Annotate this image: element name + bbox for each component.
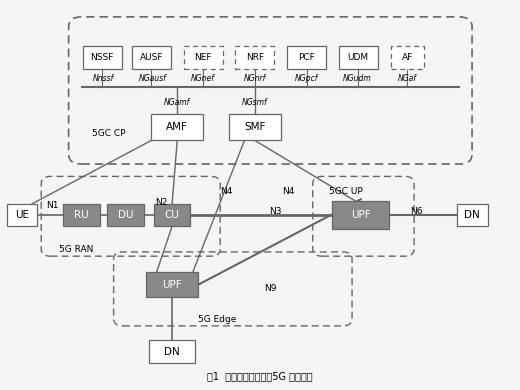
FancyBboxPatch shape [149, 340, 196, 363]
FancyBboxPatch shape [63, 204, 100, 226]
FancyBboxPatch shape [339, 46, 378, 69]
Text: CU: CU [165, 210, 179, 220]
Text: Nnssf: Nnssf [93, 74, 114, 83]
FancyBboxPatch shape [154, 204, 190, 226]
Text: N9: N9 [264, 284, 277, 293]
FancyBboxPatch shape [7, 204, 37, 226]
Text: RU: RU [74, 210, 89, 220]
FancyBboxPatch shape [146, 272, 198, 298]
Text: DN: DN [164, 347, 180, 357]
Text: AMF: AMF [166, 122, 188, 132]
Text: N2: N2 [155, 198, 168, 207]
Text: UDM: UDM [348, 53, 369, 62]
Text: 5G Edge: 5G Edge [198, 315, 236, 324]
FancyBboxPatch shape [83, 46, 122, 69]
FancyBboxPatch shape [108, 204, 144, 226]
FancyBboxPatch shape [391, 46, 424, 69]
FancyBboxPatch shape [229, 114, 281, 140]
Text: PCF: PCF [298, 53, 315, 62]
Text: NGudm: NGudm [343, 74, 372, 83]
Text: N4: N4 [220, 187, 232, 196]
Text: UPF: UPF [351, 210, 371, 220]
Text: NEF: NEF [194, 53, 212, 62]
Text: NGamf: NGamf [164, 98, 190, 107]
Text: UE: UE [15, 210, 29, 220]
FancyBboxPatch shape [132, 46, 171, 69]
Text: UPF: UPF [162, 280, 182, 290]
Text: N1: N1 [46, 201, 58, 210]
Text: NRF: NRF [246, 53, 264, 62]
Text: DN: DN [464, 210, 480, 220]
FancyBboxPatch shape [457, 204, 488, 226]
Text: AUSF: AUSF [140, 53, 163, 62]
Text: AF: AF [402, 53, 413, 62]
Text: 5GC CP: 5GC CP [92, 129, 125, 138]
FancyBboxPatch shape [332, 201, 389, 229]
FancyBboxPatch shape [287, 46, 326, 69]
Text: NGnef: NGnef [191, 74, 215, 83]
Text: N3: N3 [269, 207, 282, 216]
Text: 图1  基于服务化接口的5G 网络架构: 图1 基于服务化接口的5G 网络架构 [207, 372, 313, 382]
Text: NSSF: NSSF [90, 53, 114, 62]
Text: SMF: SMF [244, 122, 266, 132]
FancyBboxPatch shape [184, 46, 223, 69]
Text: NGpcf: NGpcf [295, 74, 318, 83]
Text: DU: DU [118, 210, 133, 220]
Text: N4: N4 [282, 187, 295, 196]
Text: NGnrf: NGnrf [244, 74, 266, 83]
Text: 5G RAN: 5G RAN [59, 245, 94, 254]
FancyBboxPatch shape [151, 114, 203, 140]
Text: NGaf: NGaf [398, 74, 417, 83]
FancyBboxPatch shape [236, 46, 274, 69]
Text: NGsmf: NGsmf [242, 98, 268, 107]
Text: 5GC UP: 5GC UP [329, 187, 363, 196]
Text: NGausf: NGausf [138, 74, 166, 83]
Text: N6: N6 [410, 207, 423, 216]
